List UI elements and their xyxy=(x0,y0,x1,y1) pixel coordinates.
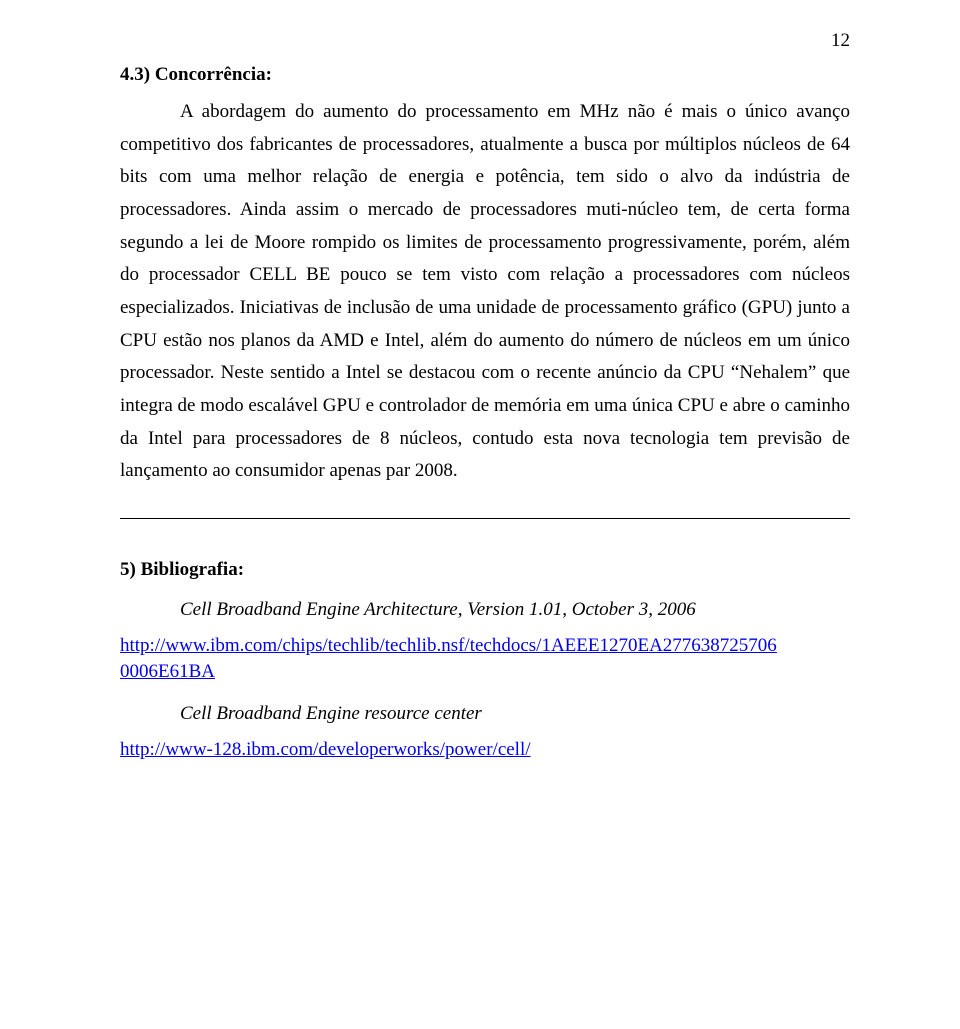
bibliography-item-link[interactable]: http://www-128.ibm.com/developerworks/po… xyxy=(120,737,850,763)
bibliography-item-title: Cell Broadband Engine resource center xyxy=(180,699,850,729)
bibliography-link-anchor[interactable]: http://www.ibm.com/chips/techlib/techlib… xyxy=(120,635,777,656)
bibliography-heading: 5) Bibliografia: xyxy=(120,559,850,581)
document-page: 12 4.3) Concorrência: A abordagem do aum… xyxy=(0,0,960,1029)
bibliography-item: Cell Broadband Engine Architecture, Vers… xyxy=(120,595,850,685)
bibliography-item-title: Cell Broadband Engine Architecture, Vers… xyxy=(180,595,850,625)
page-number: 12 xyxy=(831,30,850,52)
bibliography-link-anchor[interactable]: http://www-128.ibm.com/developerworks/po… xyxy=(120,739,531,760)
bibliography-item-link[interactable]: http://www.ibm.com/chips/techlib/techlib… xyxy=(120,633,850,684)
bibliography-link-anchor[interactable]: 0006E61BA xyxy=(120,661,215,682)
section-4-3-heading: 4.3) Concorrência: xyxy=(120,64,850,86)
section-divider xyxy=(120,518,850,519)
section-4-3-paragraph: A abordagem do aumento do processamento … xyxy=(120,96,850,488)
bibliography-item: Cell Broadband Engine resource center ht… xyxy=(120,699,850,763)
